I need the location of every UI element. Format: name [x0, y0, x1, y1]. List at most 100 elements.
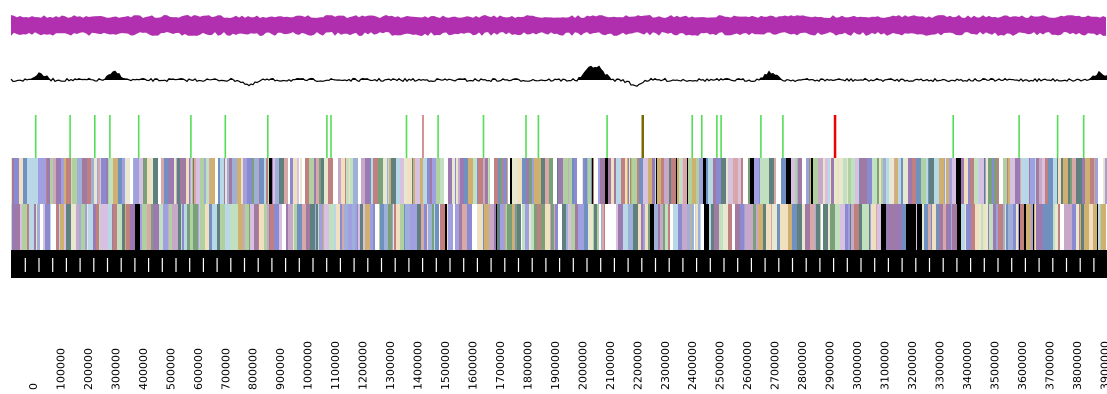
- cds-stripe: [384, 204, 388, 250]
- cds-stripe: [1005, 204, 1006, 250]
- cds-stripe: [945, 158, 946, 204]
- cds-stripe: [1040, 204, 1043, 250]
- cds-stripe: [774, 158, 776, 204]
- cds-stripe: [1053, 204, 1055, 250]
- scale-tick: [230, 258, 232, 272]
- cds-stripe: [728, 158, 730, 204]
- scale-tick: [24, 258, 26, 272]
- scale-tick: [805, 258, 807, 272]
- cds-stripe: [683, 158, 687, 204]
- cds-stripe: [1098, 204, 1100, 250]
- cds-stripe: [130, 204, 135, 250]
- cds-stripe: [769, 158, 774, 204]
- cds-stripe: [585, 158, 587, 204]
- scale-tick: [120, 258, 122, 272]
- cds-stripe: [232, 158, 237, 204]
- cds-stripe: [191, 158, 192, 204]
- cds-stripe: [467, 204, 472, 250]
- cds-stripe: [294, 204, 297, 250]
- cds-stripe: [1064, 204, 1068, 250]
- cds-stripe: [917, 204, 922, 250]
- cds-stripe: [691, 204, 694, 250]
- cds-stripe: [464, 158, 468, 204]
- cds-stripe: [639, 158, 643, 204]
- cds-stripe: [1103, 158, 1104, 204]
- cds-stripe: [572, 158, 574, 204]
- cds-stripe: [363, 204, 365, 250]
- cds-stripe: [319, 158, 321, 204]
- cds-stripe: [891, 204, 894, 250]
- cds-stripe: [996, 204, 998, 250]
- cds-stripe: [318, 204, 319, 250]
- cds-stripe: [407, 158, 408, 204]
- cds-stripe: [805, 204, 810, 250]
- cds-stripe: [459, 204, 462, 250]
- cds-stripe: [126, 204, 130, 250]
- cds-stripe: [1033, 204, 1034, 250]
- cds-stripe: [112, 204, 113, 250]
- cds-stripe: [745, 204, 750, 250]
- cds-stripe: [780, 204, 783, 250]
- cds-stripe: [673, 204, 678, 250]
- cds-stripe: [472, 204, 477, 250]
- cds-stripe: [272, 158, 273, 204]
- cds-stripe: [341, 158, 345, 204]
- cds-stripe: [568, 204, 571, 250]
- cds-stripe: [142, 204, 147, 250]
- cds-stripe: [744, 204, 745, 250]
- axis-tick-label: 1700000: [494, 341, 507, 390]
- cds-stripe: [477, 158, 478, 204]
- scale-tick: [285, 258, 287, 272]
- cds-stripe: [791, 158, 795, 204]
- cds-stripe: [71, 158, 72, 204]
- cds-stripe: [600, 158, 605, 204]
- cds-stripe: [541, 204, 545, 250]
- axis-tick-label: 2900000: [824, 341, 837, 390]
- cds-stripe: [387, 158, 388, 204]
- scale-tick: [490, 258, 492, 272]
- cds-stripe: [792, 204, 797, 250]
- axis-tick-label: 1000000: [302, 341, 315, 390]
- cds-stripe: [1057, 158, 1058, 204]
- gc-skew-band: [11, 15, 1106, 36]
- axis-tick-label: 2800000: [796, 341, 809, 390]
- scale-tick: [750, 258, 752, 272]
- cds-stripe: [408, 158, 411, 204]
- cds-stripe: [434, 204, 435, 250]
- cds-stripe: [153, 158, 158, 204]
- cds-stripe: [494, 204, 496, 250]
- cds-stripe: [478, 204, 482, 250]
- cds-stripe: [510, 158, 512, 204]
- cds-stripe: [323, 204, 324, 250]
- scale-tick: [422, 258, 424, 272]
- scale-bar: [11, 250, 1107, 278]
- cds-stripe: [154, 204, 159, 250]
- cds-stripe: [911, 204, 916, 250]
- cds-stripe: [552, 204, 554, 250]
- feature-marker: [606, 115, 608, 158]
- cds-stripe: [611, 158, 614, 204]
- scale-tick: [668, 258, 670, 272]
- cds-stripe: [34, 204, 36, 250]
- cds-stripe: [1058, 204, 1060, 250]
- cds-stripe: [721, 158, 726, 204]
- cds-stripe: [305, 158, 309, 204]
- cds-stripe: [765, 158, 769, 204]
- cds-stripe: [934, 158, 939, 204]
- cds-stripe: [971, 204, 975, 250]
- cds-stripe: [172, 204, 173, 250]
- scale-tick: [915, 258, 917, 272]
- cds-stripe: [610, 204, 614, 250]
- scale-tick: [1024, 258, 1026, 272]
- cds-stripe: [164, 158, 168, 204]
- cds-stripe: [302, 158, 305, 204]
- scale-tick: [819, 258, 821, 272]
- cds-stripe: [719, 204, 723, 250]
- cds-stripe: [867, 158, 872, 204]
- cds-stripe: [1015, 158, 1020, 204]
- cds-stripe: [314, 158, 316, 204]
- cds-stripe: [297, 204, 302, 250]
- scale-tick: [257, 258, 259, 272]
- feature-marker: [137, 115, 140, 158]
- cds-stripe: [652, 158, 655, 204]
